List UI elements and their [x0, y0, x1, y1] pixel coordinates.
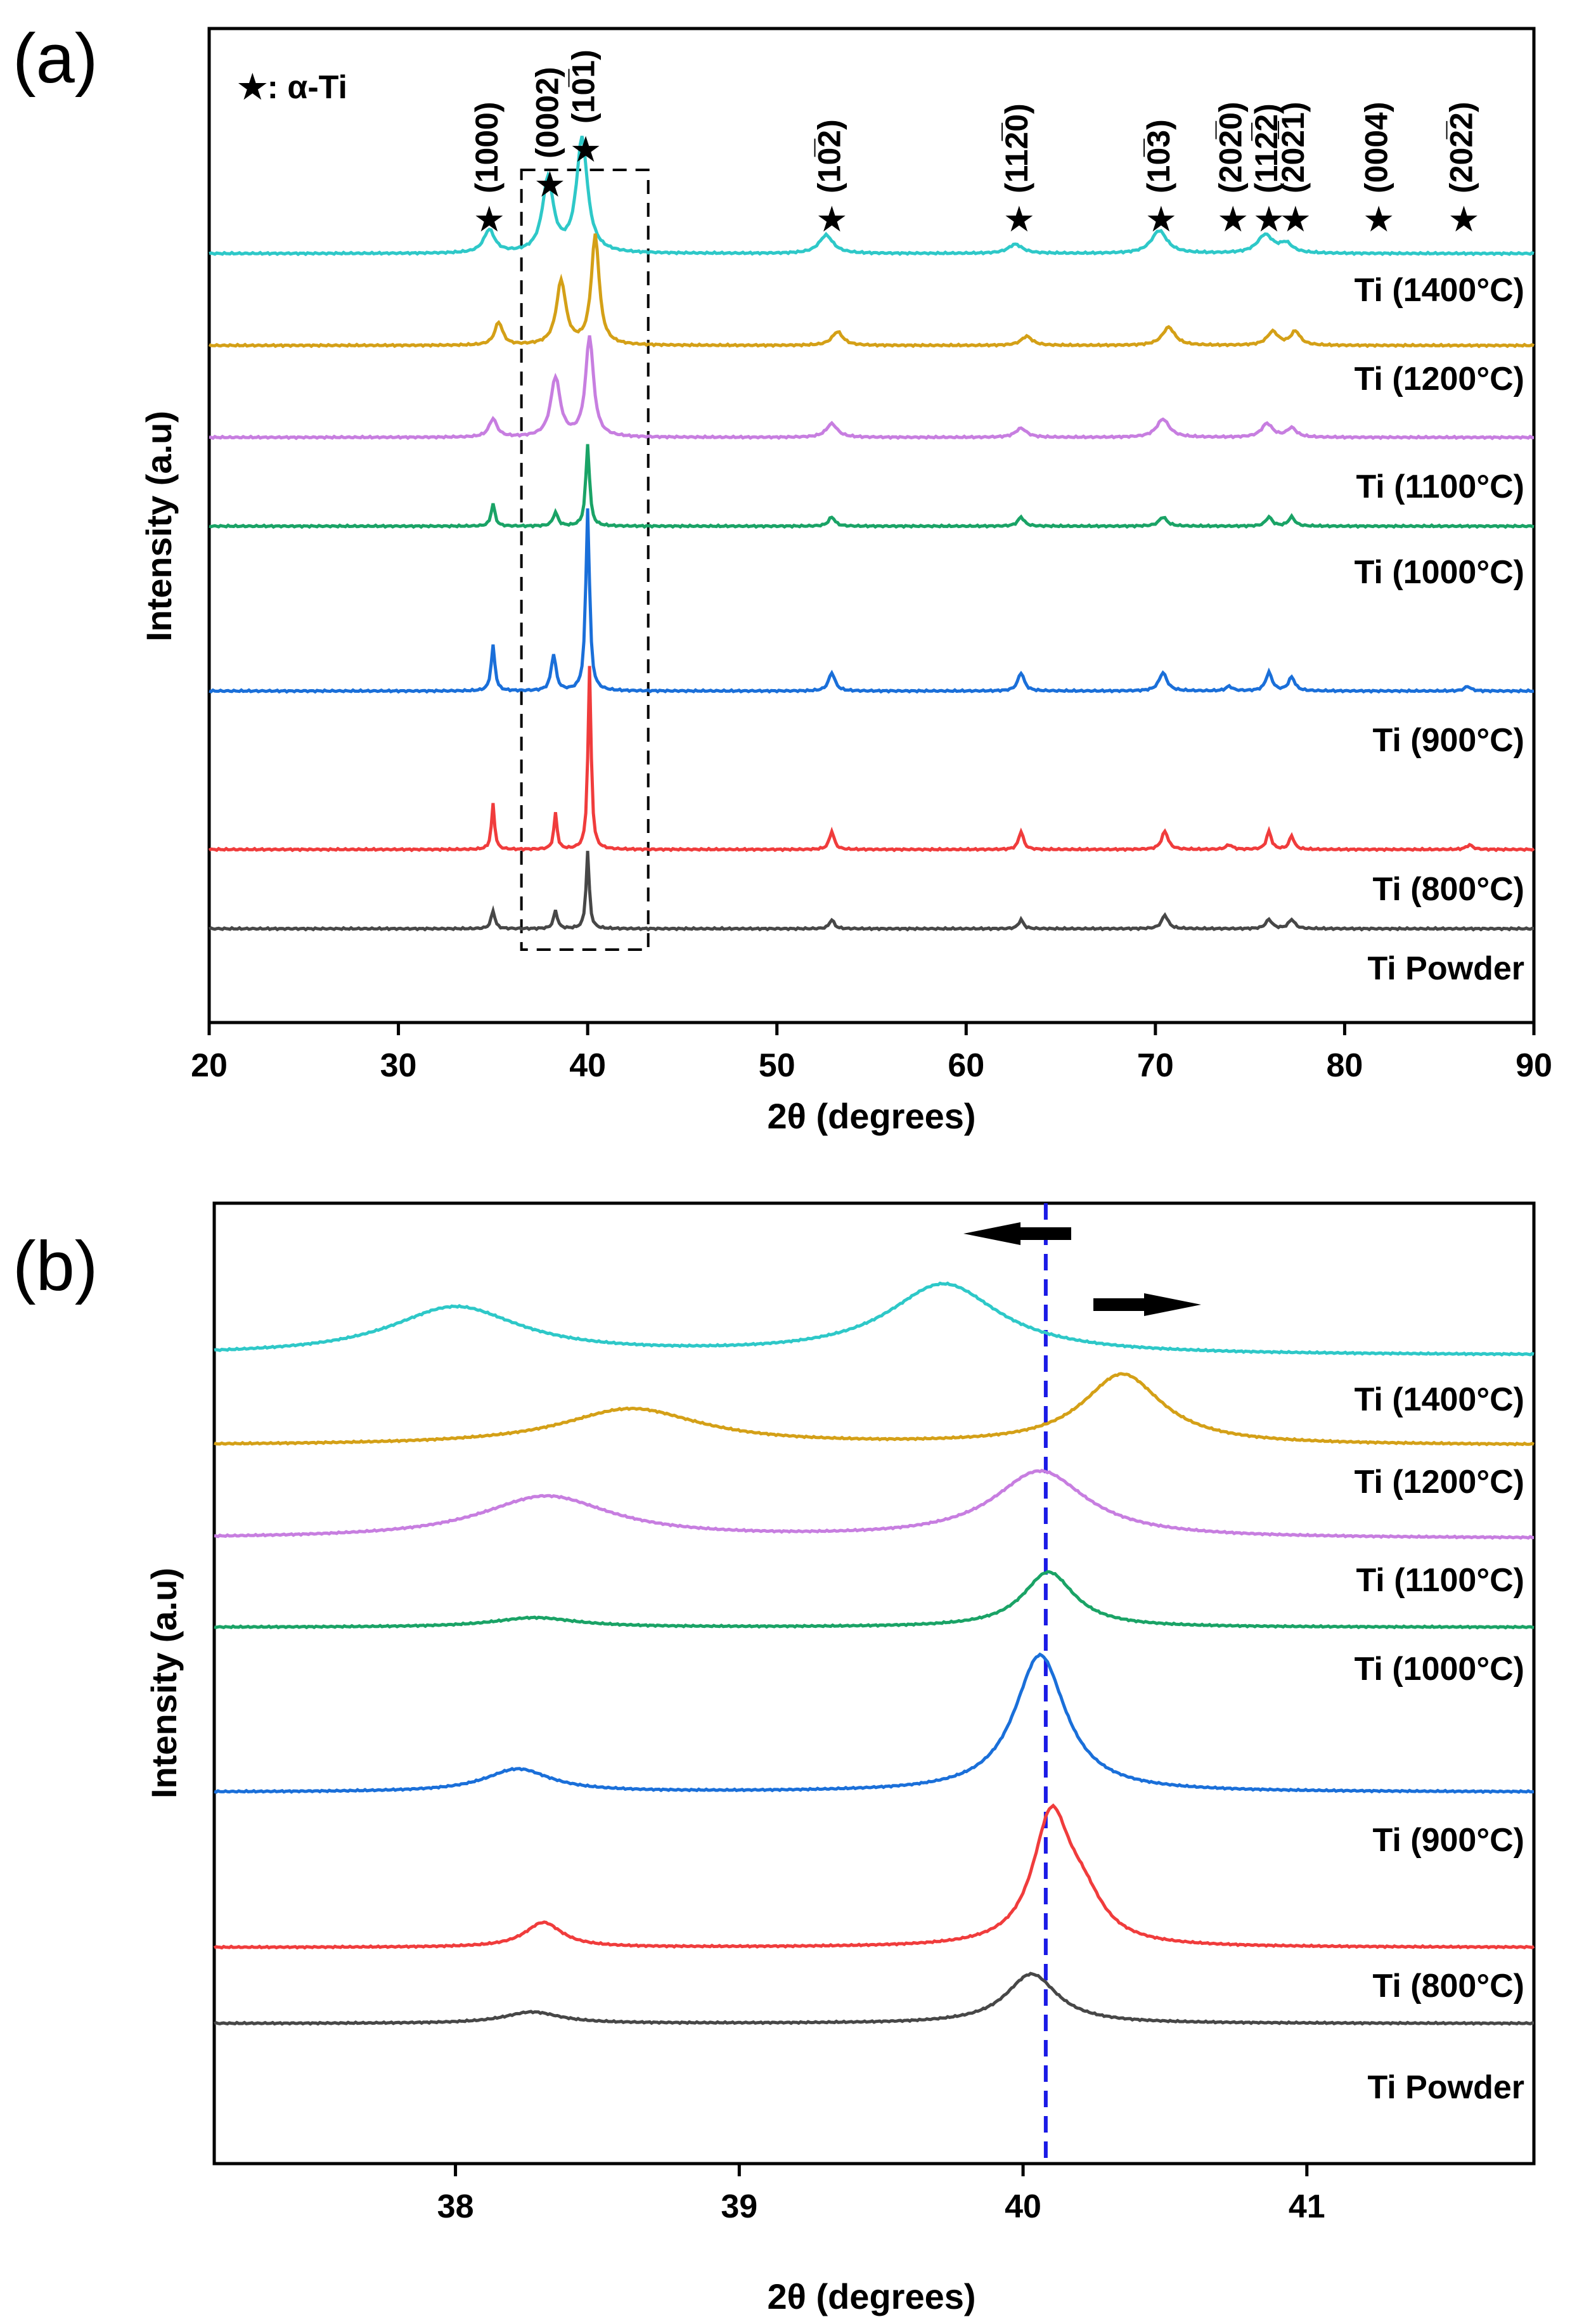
y-axis-title: Intensity (a.u) — [139, 411, 179, 642]
series-label-2: Ti (1100°C) — [1356, 1562, 1524, 1599]
x-tick-label-1: 30 — [380, 1047, 417, 1084]
reflection-label-3: (10̅2) — [812, 119, 847, 193]
x-tick-label-0: 20 — [191, 1047, 228, 1084]
series-label-4: Ti (900°C) — [1373, 1822, 1524, 1859]
series-label-6: Ti Powder — [1367, 2069, 1524, 2106]
series-line-4 — [209, 508, 1535, 694]
alpha-ti-star-icon: ★ — [1217, 199, 1249, 239]
panel-a: (a) ★(1000) ★(0002) ★(10̅1)★(10̅2)★(112̅0)… — [13, 20, 1552, 1136]
series-line-5 — [213, 1803, 1535, 1950]
alpha-ti-star-icon: ★ — [816, 199, 847, 239]
reflection-label-2: (10̅1) — [565, 49, 601, 124]
x-axis-title-b: 2θ (degrees) — [767, 2276, 975, 2316]
alpha-ti-star-icon: ★ — [570, 129, 602, 169]
x-tick-label-6: 80 — [1327, 1047, 1363, 1084]
alpha-ti-star-icon: ★ — [1003, 199, 1035, 239]
peak-region-box — [520, 169, 650, 951]
series-label-1: Ti (1200°C) — [1355, 1464, 1524, 1501]
y-axis-title-b: Intensity (a.u) — [144, 1568, 184, 1798]
reflection-label-7: (112̅2) — [1249, 103, 1284, 193]
series-label-0: Ti (1400°C) — [1355, 272, 1524, 309]
series-line-4 — [214, 1652, 1535, 1795]
series-line-3 — [214, 1570, 1535, 1630]
alpha-ti-star-icon: ★ — [473, 199, 505, 239]
series-label-3: Ti (1000°C) — [1355, 554, 1524, 591]
series-line-5 — [208, 666, 1535, 853]
reflection-label-9: (0004) — [1358, 101, 1394, 193]
series-line-2 — [214, 1468, 1534, 1540]
series-label-5: Ti (800°C) — [1373, 871, 1524, 908]
alpha-ti-star-icon: ★ — [1448, 199, 1479, 239]
x-tick-label-5: 70 — [1137, 1047, 1174, 1084]
series-label-0: Ti (1400°C) — [1355, 1381, 1524, 1418]
reflection-label-8: (202̅1) — [1275, 101, 1311, 193]
reflection-label-1: (0002) — [530, 67, 565, 158]
series-line-3 — [209, 444, 1535, 529]
alpha-ti-star-icon: ★ — [1253, 199, 1285, 239]
alpha-ti-star-icon: ★ — [1363, 199, 1394, 239]
panel-b-frame — [212, 1201, 1536, 2166]
alpha-ti-star-icon: ★ — [1280, 199, 1311, 239]
series-label-5: Ti (800°C) — [1373, 1968, 1524, 2004]
series-line-0 — [209, 136, 1535, 257]
x-tick-label-4: 60 — [948, 1047, 984, 1084]
series-line-1 — [209, 233, 1535, 349]
series-line-0 — [214, 1281, 1535, 1357]
series-label-4: Ti (900°C) — [1373, 722, 1524, 759]
x-tick-label-0: 38 — [437, 2188, 474, 2225]
series-label-2: Ti (1100°C) — [1356, 468, 1524, 505]
series-line-6 — [208, 851, 1534, 932]
panel-b: (b) Ti (1400°C) Ti (1200°C) Ti (1100°C) Ti … — [13, 1201, 1536, 2316]
left-shift-arrow-icon — [963, 1222, 1071, 1245]
series-label-1: Ti (1200°C) — [1355, 361, 1524, 397]
panel-a-label: (a) — [13, 20, 98, 98]
x-tick-label-3: 41 — [1289, 2188, 1325, 2225]
x-tick-label-7: 90 — [1516, 1047, 1552, 1084]
series-line-1 — [214, 1372, 1535, 1447]
alpha-ti-star-icon: ★ — [1145, 199, 1177, 239]
x-tick-label-2: 40 — [569, 1047, 606, 1084]
series-line-2 — [209, 335, 1534, 441]
reflection-label-6: (202̅0) — [1213, 101, 1248, 193]
panel-b-label: (b) — [13, 1227, 98, 1305]
series-label-6: Ti Powder — [1367, 950, 1524, 987]
reflection-label-5: (10̅3) — [1141, 119, 1176, 193]
alpha-ti-star-icon: ★ — [534, 164, 565, 204]
reflection-label-0: (1000) — [469, 101, 505, 193]
alpha-ti-legend: ★: α-Ti — [238, 69, 347, 106]
right-shift-arrow-icon — [1093, 1293, 1201, 1316]
reflection-label-10: (202̅2) — [1444, 101, 1479, 193]
reflection-label-4: (112̅0) — [999, 103, 1034, 193]
series-label-3: Ti (1000°C) — [1355, 1651, 1524, 1688]
x-tick-label-2: 40 — [1005, 2188, 1041, 2225]
series-line-6 — [214, 1972, 1535, 2026]
x-tick-label-3: 50 — [759, 1047, 795, 1084]
x-axis-title: 2θ (degrees) — [767, 1096, 975, 1136]
x-tick-label-1: 39 — [721, 2188, 757, 2225]
